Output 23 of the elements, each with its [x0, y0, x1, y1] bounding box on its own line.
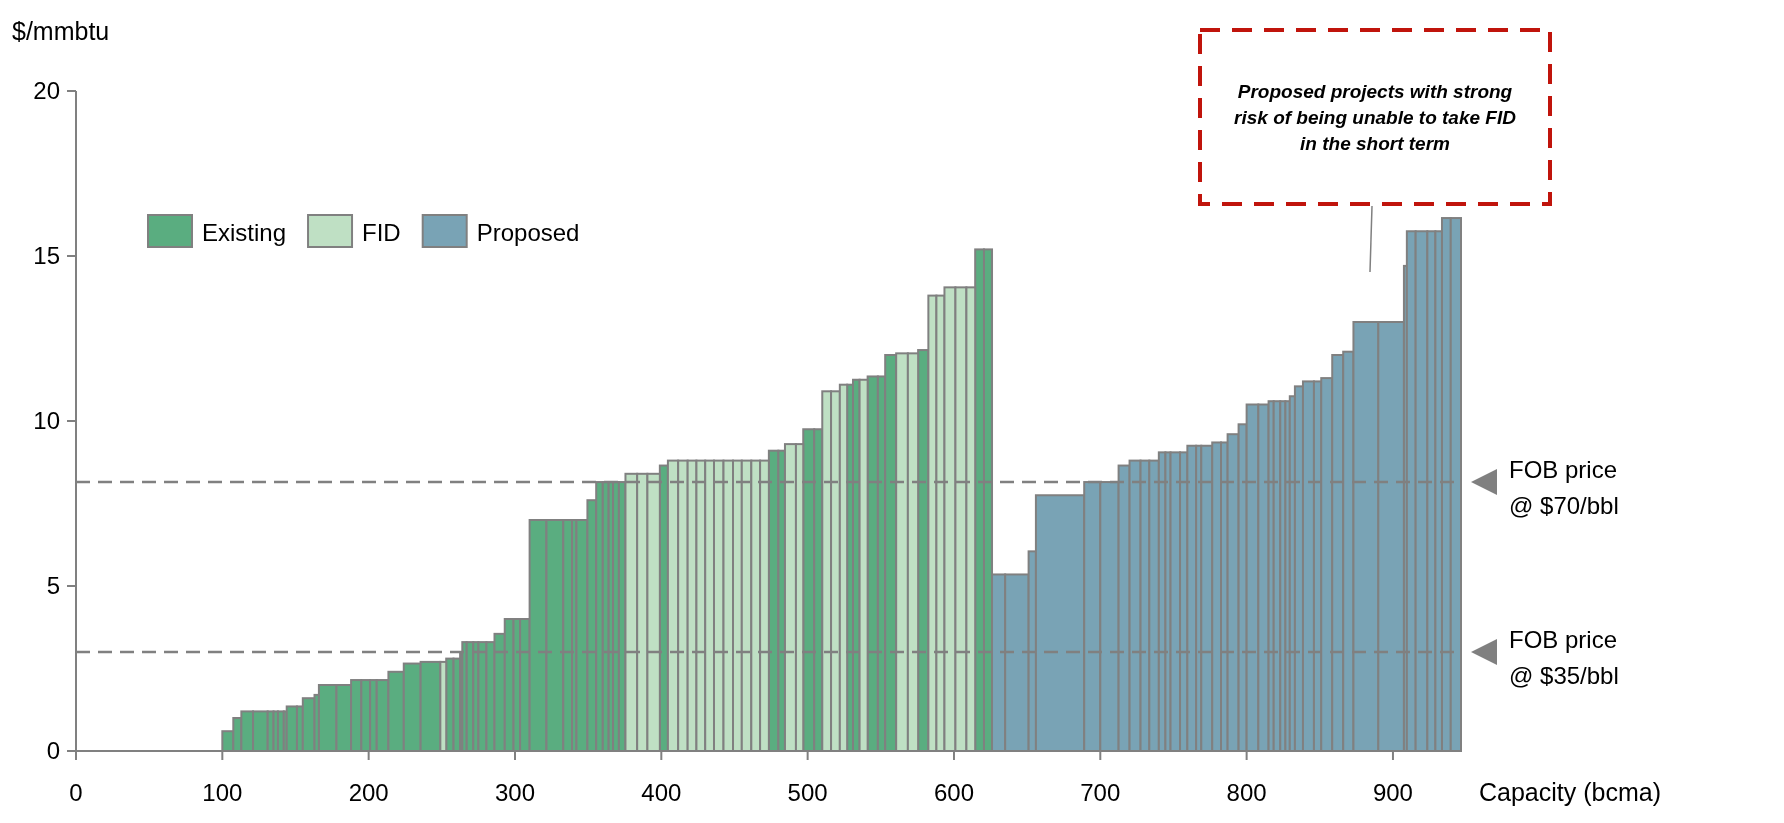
y-tick-label: 20: [33, 77, 60, 105]
x-tick-label: 400: [641, 779, 682, 806]
ref-line-label: FOB price @ $70/bbl: [1509, 456, 1619, 520]
x-tick-label: 700: [1080, 779, 1121, 806]
y-tick-label: 10: [33, 407, 60, 435]
y-tick-label: 0: [46, 737, 60, 765]
x-tick-label: 100: [202, 779, 243, 806]
y-tick-label: 5: [46, 572, 60, 600]
x-tick-label: 200: [348, 779, 389, 806]
x-tick-label: 300: [494, 779, 536, 806]
x-tick-label: 0: [69, 779, 83, 806]
x-tick-label: 600: [933, 779, 974, 806]
y-axis-title: $/mmbtu: [12, 17, 110, 45]
y-tick-label: 15: [33, 242, 60, 270]
legend-label: Proposed: [476, 219, 580, 246]
annotation: Proposed projects with strong risk of being unable to take FID in the short term: [1234, 81, 1517, 154]
ref-line-label: FOB price @ $35/bbl: [1509, 626, 1619, 689]
x-tick-label: 900: [1372, 779, 1413, 806]
x-axis-title: Capacity (bcma): [1479, 778, 1661, 806]
legend-label: Existing: [202, 219, 287, 246]
legend-label: FID: [362, 219, 401, 246]
x-tick-label: 500: [787, 779, 828, 806]
x-tick-label: 800: [1226, 779, 1267, 806]
